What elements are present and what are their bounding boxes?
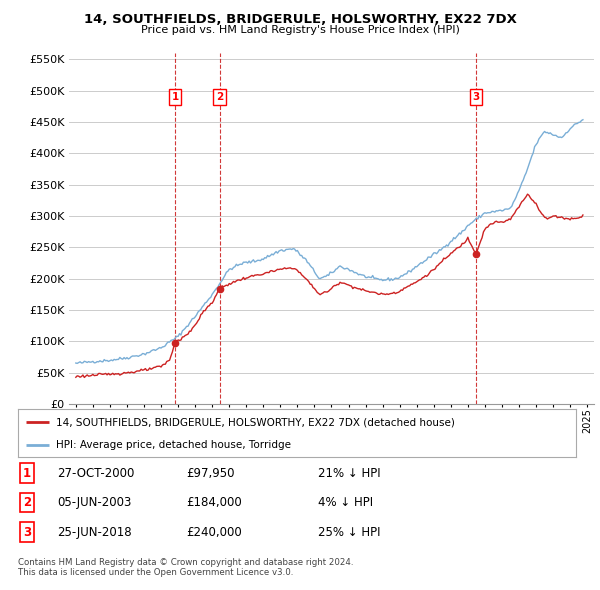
Text: 2: 2 [216,92,223,102]
Text: 14, SOUTHFIELDS, BRIDGERULE, HOLSWORTHY, EX22 7DX (detached house): 14, SOUTHFIELDS, BRIDGERULE, HOLSWORTHY,… [56,417,455,427]
Text: 05-JUN-2003: 05-JUN-2003 [57,496,131,509]
Text: 1: 1 [172,92,179,102]
Text: 27-OCT-2000: 27-OCT-2000 [57,467,134,480]
Text: Price paid vs. HM Land Registry's House Price Index (HPI): Price paid vs. HM Land Registry's House … [140,25,460,35]
Text: £97,950: £97,950 [186,467,235,480]
Text: 21% ↓ HPI: 21% ↓ HPI [318,467,380,480]
Text: This data is licensed under the Open Government Licence v3.0.: This data is licensed under the Open Gov… [18,568,293,577]
Text: 25-JUN-2018: 25-JUN-2018 [57,526,131,539]
Text: 2: 2 [23,496,31,509]
Text: 14, SOUTHFIELDS, BRIDGERULE, HOLSWORTHY, EX22 7DX: 14, SOUTHFIELDS, BRIDGERULE, HOLSWORTHY,… [83,13,517,26]
Text: 1: 1 [23,467,31,480]
Text: 4% ↓ HPI: 4% ↓ HPI [318,496,373,509]
Text: HPI: Average price, detached house, Torridge: HPI: Average price, detached house, Torr… [56,440,291,450]
Text: 25% ↓ HPI: 25% ↓ HPI [318,526,380,539]
Text: £184,000: £184,000 [186,496,242,509]
Text: £240,000: £240,000 [186,526,242,539]
Text: 3: 3 [23,526,31,539]
Text: Contains HM Land Registry data © Crown copyright and database right 2024.: Contains HM Land Registry data © Crown c… [18,558,353,567]
Text: 3: 3 [472,92,479,102]
